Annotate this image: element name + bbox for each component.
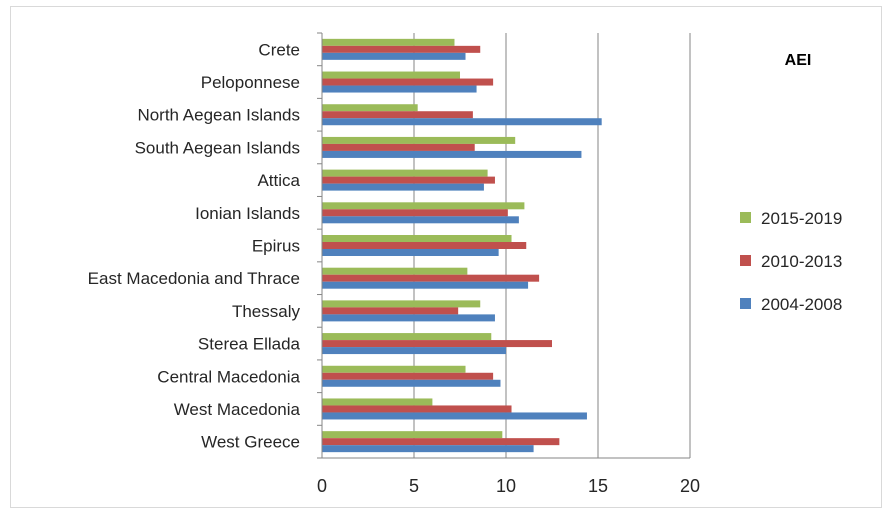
legend-swatch <box>740 212 751 223</box>
category-label: South Aegean Islands <box>135 138 300 157</box>
bar <box>322 340 552 348</box>
bar <box>322 78 494 86</box>
category-label: Thessaly <box>232 302 301 321</box>
bar <box>322 235 512 242</box>
category-label: West Greece <box>201 433 300 452</box>
bar <box>322 307 459 315</box>
bar <box>322 136 516 144</box>
bar <box>322 365 466 373</box>
axes <box>317 32 690 459</box>
bar <box>322 372 494 380</box>
bar <box>322 333 492 341</box>
category-labels: Crete Peloponnese North Aegean Islands Sout… <box>88 40 301 451</box>
bar <box>322 45 481 53</box>
bar <box>322 445 534 453</box>
x-tick-labels: 0 5 10 15 20 <box>317 476 700 496</box>
category-label: Peloponnese <box>201 73 300 92</box>
category-label: West Macedonia <box>174 400 301 419</box>
bar <box>322 111 473 119</box>
bar <box>322 216 519 224</box>
bar <box>322 104 418 112</box>
bar <box>322 431 503 439</box>
bar <box>322 202 525 210</box>
bar <box>322 249 499 256</box>
legend: 2015-2019 2010-2013 2004-2008 <box>740 209 842 314</box>
bar <box>322 314 495 322</box>
bar <box>322 438 560 446</box>
bar <box>322 242 527 249</box>
category-label: Epirus <box>252 237 300 256</box>
bar <box>322 85 477 93</box>
bar <box>322 274 540 282</box>
bar <box>322 52 466 60</box>
x-tick-label: 15 <box>588 476 608 496</box>
bar <box>322 267 468 275</box>
chart-title: AEI <box>785 52 812 69</box>
bar <box>322 405 512 413</box>
bar <box>322 169 488 177</box>
legend-label: 2015-2019 <box>761 209 842 228</box>
bar <box>322 281 529 289</box>
bar <box>322 118 602 126</box>
category-label: Sterea Ellada <box>198 335 301 354</box>
bar <box>322 347 506 355</box>
category-label: Crete <box>258 40 300 59</box>
bar <box>322 150 582 158</box>
bar <box>322 209 508 217</box>
legend-label: 2004-2008 <box>761 295 842 314</box>
legend-label: 2010-2013 <box>761 252 842 271</box>
x-tick-label: 5 <box>409 476 419 496</box>
bar <box>322 300 481 308</box>
x-tick-label: 20 <box>680 476 700 496</box>
x-tick-label: 0 <box>317 476 327 496</box>
legend-swatch <box>740 255 751 266</box>
category-label: Central Macedonia <box>157 367 300 386</box>
category-label: East Macedonia and Thrace <box>88 269 300 288</box>
bar <box>322 398 433 406</box>
bar <box>322 183 484 191</box>
bar <box>322 38 455 46</box>
x-tick-label: 10 <box>496 476 516 496</box>
legend-swatch <box>740 298 751 309</box>
bar <box>322 176 495 184</box>
bars <box>322 38 602 453</box>
bar <box>322 71 460 79</box>
bar <box>322 412 587 420</box>
category-label: Attica <box>257 171 300 190</box>
bar <box>322 379 501 387</box>
bar <box>322 143 475 151</box>
category-label: North Aegean Islands <box>137 106 300 125</box>
category-label: Ionian Islands <box>195 204 300 223</box>
